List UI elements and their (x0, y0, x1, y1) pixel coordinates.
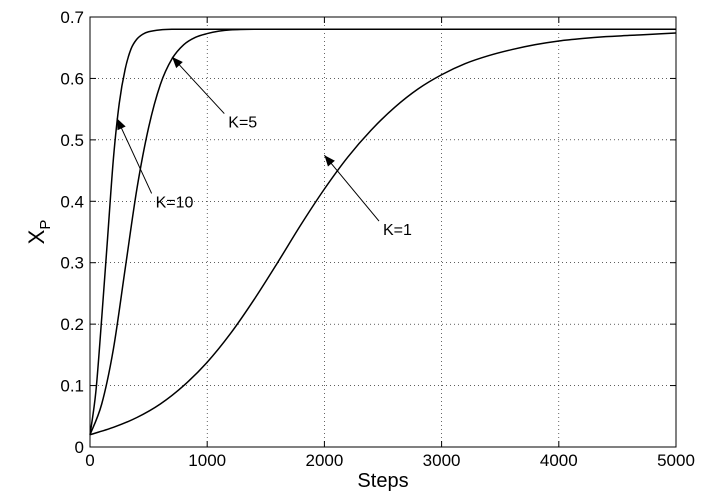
y-axis-label-main: X (24, 229, 49, 244)
plot-frame (89, 16, 677, 448)
annotation-label-k10: K=10 (156, 194, 194, 211)
annotation-arrowhead-k10 (116, 118, 126, 131)
grid-lines (90, 17, 676, 447)
annotation-label-k5: K=5 (228, 115, 257, 132)
annotation-arrow-k1 (324, 154, 380, 222)
series-group (89, 28, 677, 436)
x-tick-label: 0 (85, 451, 94, 470)
x-tick-label: 5000 (657, 451, 695, 470)
y-tick-label: 0.6 (60, 69, 84, 88)
axis-ticks: 0 1000 2000 3000 4000 5000 0 0.1 0.2 0.3 0.4 0.5 0.6… (60, 8, 695, 470)
annotation-arrow-k10 (116, 118, 153, 194)
y-axis-label: XP (24, 220, 54, 245)
series-line-k1 (89, 32, 677, 436)
y-tick-label: 0.7 (60, 8, 84, 27)
annotation-label-k1: K=1 (383, 222, 412, 239)
y-tick-label: 0.1 (60, 377, 84, 396)
annotation-arrowhead-k1 (324, 155, 335, 167)
x-tick-label: 2000 (305, 451, 343, 470)
x-tick-label: 3000 (423, 451, 461, 470)
annotations: K=10 K=5 K=1 (116, 56, 412, 239)
y-axis-label-subscript: P (37, 220, 54, 230)
annotation-arrowhead-k5 (172, 56, 183, 69)
y-tick-label: 0.3 (60, 254, 84, 273)
series-line-k10 (89, 28, 676, 435)
x-tick-label: 4000 (540, 451, 578, 470)
annotation-arrow-k5 (171, 56, 225, 114)
y-tick-label: 0.5 (60, 131, 84, 150)
y-tick-label: 0 (75, 438, 84, 457)
y-tick-label: 0.4 (60, 192, 84, 211)
y-tick-label: 0.2 (60, 315, 84, 334)
x-axis-label: Steps (357, 470, 408, 492)
x-tick-label: 1000 (188, 451, 226, 470)
